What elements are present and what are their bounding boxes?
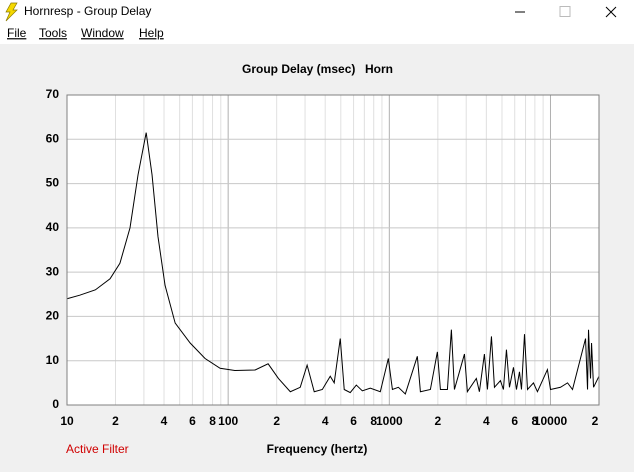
x-tick-label: 2 — [112, 414, 119, 428]
x-tick-label: 6 — [350, 414, 357, 428]
app-icon — [5, 2, 18, 22]
x-tick-label: 6 — [189, 414, 196, 428]
menu-item[interactable]: File — [7, 26, 27, 40]
x-tick-label: 2 — [434, 414, 441, 428]
x-tick-label: 2 — [273, 414, 280, 428]
y-tick-label: 20 — [46, 309, 60, 323]
x-tick-label: 100 — [218, 414, 238, 428]
window-title: Hornresp - Group Delay — [24, 4, 151, 18]
y-tick-label: 60 — [46, 131, 60, 145]
x-tick-label: 8 — [209, 414, 216, 428]
plot — [66, 132, 600, 395]
x-tick-label: 4 — [322, 414, 329, 428]
title-bar — [0, 0, 634, 24]
y-tick-label: 0 — [52, 397, 59, 411]
plot-area — [67, 95, 599, 405]
y-tick-label: 30 — [46, 264, 60, 278]
x-tick-label: 4 — [161, 414, 168, 428]
x-tick-label: 10000 — [534, 414, 568, 428]
x-axis-label: Frequency (hertz) — [267, 442, 368, 456]
menu-item[interactable]: Tools — [39, 26, 67, 40]
x-tick-label: 8 — [532, 414, 539, 428]
y-tick-label: 40 — [46, 220, 60, 234]
menu: File Tools Window Help — [7, 26, 164, 40]
menu-item[interactable]: Window — [81, 26, 124, 40]
chart-title: Group Delay (msec) — [242, 62, 355, 76]
x-tick-label: 6 — [511, 414, 518, 428]
y-tick-label: 10 — [46, 353, 60, 367]
y-tick-label: 70 — [46, 87, 60, 101]
x-tick-label: 1000 — [376, 414, 403, 428]
group-delay-line — [66, 132, 600, 395]
close-button[interactable] — [605, 6, 617, 18]
plot-border — [66, 94, 600, 406]
x-tick-label: 4 — [483, 414, 490, 428]
status-text: Active Filter — [66, 442, 129, 456]
x-tick-label: 2 — [592, 414, 599, 428]
maximize-button[interactable] — [559, 6, 571, 17]
chart-subtitle: Horn — [365, 62, 393, 76]
menu-item[interactable]: Help — [139, 26, 164, 40]
y-tick-label: 50 — [46, 176, 60, 190]
menu-bar — [0, 24, 634, 44]
x-tick-label: 10 — [60, 414, 74, 428]
x-tick-label: 8 — [370, 414, 377, 428]
